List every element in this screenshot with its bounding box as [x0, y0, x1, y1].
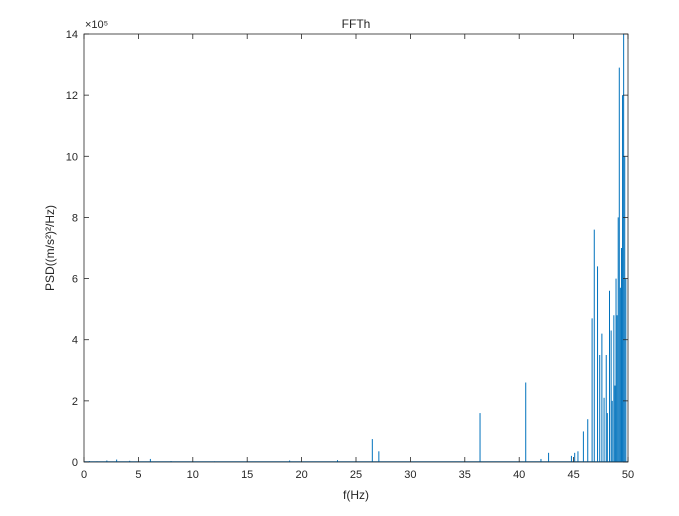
series-layer	[84, 34, 628, 463]
x-tick-label: 5	[135, 469, 141, 481]
y-tick-label: 4	[72, 335, 78, 347]
plot-area	[84, 34, 628, 462]
y-axis-multiplier: ×10⁵	[85, 19, 108, 31]
y-tick-label: 2	[72, 396, 78, 408]
x-tick-label: 40	[513, 469, 525, 481]
y-tick-label: 14	[66, 29, 78, 41]
x-tick-label: 0	[81, 469, 87, 481]
x-tick-label: 10	[187, 469, 199, 481]
x-axis-ticks: 0 5 10 15 20 25 30 35 40 45 50	[81, 34, 634, 481]
y-tick-label: 0	[72, 457, 78, 469]
x-tick-label: 30	[404, 469, 416, 481]
y-tick-label: 8	[72, 212, 78, 224]
x-tick-label: 20	[295, 469, 307, 481]
chart-title: FFTh	[342, 17, 371, 31]
y-tick-label: 12	[66, 90, 78, 102]
x-tick-label: 45	[567, 469, 579, 481]
x-axis-label: f(Hz)	[343, 488, 369, 502]
y-tick-label: 10	[66, 151, 78, 163]
axes-box	[83, 33, 629, 463]
x-tick-label: 35	[459, 469, 471, 481]
x-tick-label: 50	[622, 469, 634, 481]
y-axis-label: PSD((m/s²)²/Hz)	[43, 205, 57, 291]
y-tick-label: 6	[72, 274, 78, 286]
x-tick-label: 25	[350, 469, 362, 481]
x-tick-label: 15	[241, 469, 253, 481]
